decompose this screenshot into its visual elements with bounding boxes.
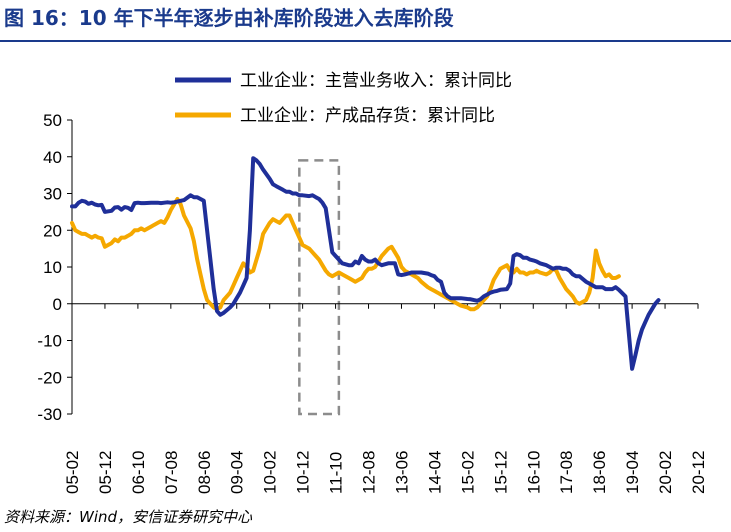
- y-tick-label: 20: [43, 221, 62, 240]
- x-tick-label: 06-10: [129, 451, 148, 494]
- x-tick-label: 15-12: [491, 451, 510, 494]
- y-tick-label: 50: [43, 111, 62, 130]
- x-tick-label: 18-06: [590, 451, 609, 494]
- x-tick-label: 17-08: [557, 451, 576, 494]
- x-tick-label: 12-08: [360, 451, 379, 494]
- source-note: 资料来源：Wind，安信证券研究中心: [4, 508, 253, 526]
- x-tick-label: 11-10: [327, 452, 346, 494]
- highlight-box-layer: [298, 159, 341, 416]
- x-tick-label: 16-10: [524, 451, 543, 494]
- x-tick-label: 10-02: [261, 451, 280, 494]
- x-tick-label: 20-12: [689, 451, 708, 494]
- y-tick-label: 30: [43, 185, 62, 204]
- x-tick-label: 09-04: [228, 451, 247, 494]
- highlight-box: [298, 159, 341, 416]
- x-tick-label: 08-06: [195, 451, 214, 494]
- series-line-revenue: [70, 156, 661, 371]
- y-tick-label: 0: [53, 295, 62, 314]
- legend-label: 工业企业：产成品存货：累计同比: [240, 106, 495, 126]
- series-line-inventory: [70, 197, 621, 312]
- x-tick-label: 13-06: [392, 451, 411, 494]
- axes: -30 -20 -10 0 10 20 30 40 50 05-02 05-12 06-10 07-08…: [37, 111, 708, 494]
- title-rule: [0, 40, 731, 42]
- x-tick-label: 20-02: [656, 451, 675, 494]
- series-layer: [70, 156, 661, 371]
- x-tick-label: 15-02: [458, 451, 477, 494]
- y-tick-label: 10: [43, 258, 62, 277]
- x-tick-label: 14-04: [425, 451, 444, 494]
- y-tick-label: -10: [37, 332, 62, 351]
- y-tick-label: -30: [37, 405, 62, 424]
- x-tick-label: 05-12: [96, 451, 115, 494]
- legend-label: 工业企业：主营业务收入：累计同比: [240, 71, 512, 91]
- y-tick-label: 40: [43, 148, 62, 167]
- x-tick-label: 05-02: [63, 451, 82, 494]
- x-tick-label: 19-04: [623, 451, 642, 494]
- x-tick-label: 10-12: [294, 451, 313, 494]
- figure-title: 图 16：10 年下半年逐步由补库阶段进入去库阶段: [4, 6, 454, 30]
- y-tick-label: -20: [37, 368, 62, 387]
- x-tick-label: 07-08: [162, 451, 181, 494]
